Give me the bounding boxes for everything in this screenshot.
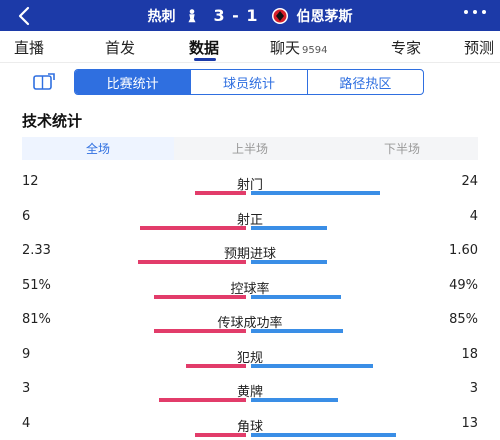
period-first-half[interactable]: 上半场 [231, 142, 268, 156]
stat-home-bar [154, 329, 246, 333]
dot-icon [464, 10, 468, 14]
tab-experts[interactable]: 专家 [391, 39, 422, 57]
stat-home-bar [159, 398, 246, 402]
stat-row: 9 犯规 18 [0, 347, 500, 377]
stat-row: 2.33 预期进球 1.60 [0, 243, 500, 273]
dot-icon [473, 10, 477, 14]
stat-home-bar [195, 433, 246, 437]
stat-home-value: 3 [22, 381, 31, 396]
pitch-view-icon[interactable] [32, 72, 56, 94]
dot-icon [482, 10, 486, 14]
stat-home-bar [154, 295, 246, 299]
section-title: 技术统计 [22, 112, 83, 130]
stat-name: 射门 [236, 178, 263, 193]
stat-away-value: 13 [461, 416, 478, 431]
stat-row: 81% 传球成功率 85% [0, 312, 500, 342]
stat-away-value: 49% [449, 278, 478, 293]
match-score: 3 - 1 [213, 6, 259, 25]
stat-away-value: 1.60 [449, 243, 478, 258]
stat-home-value: 51% [22, 278, 51, 293]
bournemouth-logo-icon[interactable] [271, 7, 289, 25]
match-header: 热刺 3 - 1 伯恩茅斯 [0, 0, 500, 31]
period-selector: 全场 上半场 下半场 [22, 137, 478, 160]
stat-away-bar [251, 398, 338, 402]
stat-name: 控球率 [230, 282, 270, 297]
stat-name: 传球成功率 [217, 316, 283, 331]
stat-home-value: 12 [22, 174, 39, 189]
stat-away-bar [251, 295, 341, 299]
stat-away-value: 85% [449, 312, 478, 327]
stat-name: 预期进球 [223, 247, 276, 262]
stat-row: 4 角球 13 [0, 416, 500, 440]
spurs-logo-icon[interactable] [183, 7, 201, 25]
stat-home-bar [195, 191, 246, 195]
more-menu-button[interactable] [464, 10, 486, 14]
stat-name: 角球 [236, 420, 263, 435]
stat-away-bar [251, 433, 396, 437]
tab-chat[interactable]: 聊天 9594 [270, 39, 328, 57]
away-team-name[interactable]: 伯恩茅斯 [296, 8, 353, 25]
chevron-left-icon [18, 6, 30, 26]
home-team-name[interactable]: 热刺 [147, 8, 176, 25]
stat-away-value: 18 [461, 347, 478, 362]
segment-heatmap[interactable]: 路径热区 [339, 76, 392, 92]
tab-prediction[interactable]: 预测 [464, 39, 495, 57]
stat-home-bar [138, 260, 246, 264]
tab-live[interactable]: 直播 [14, 39, 45, 57]
back-button[interactable] [14, 5, 36, 27]
chat-count: 9594 [302, 45, 328, 56]
segment-match-stats[interactable]: 比赛统计 [75, 70, 192, 94]
stats-segment-control: 比赛统计 球员统计 路径热区 [74, 69, 424, 95]
stat-away-value: 24 [461, 174, 478, 189]
tab-lineup[interactable]: 首发 [105, 39, 136, 57]
stat-row: 3 黄牌 3 [0, 381, 500, 411]
segment-player-stats[interactable]: 球员统计 [191, 70, 308, 94]
tab-stats[interactable]: 数据 [189, 39, 220, 57]
stat-away-bar [251, 260, 327, 264]
stat-row: 12 射门 24 [0, 174, 500, 204]
stat-home-bar [140, 226, 246, 230]
stat-home-value: 6 [22, 209, 31, 224]
stat-name: 犯规 [236, 351, 263, 366]
stat-row: 51% 控球率 49% [0, 278, 500, 308]
stat-name: 黄牌 [236, 385, 263, 400]
stat-home-value: 2.33 [22, 243, 51, 258]
stat-away-bar [251, 191, 380, 195]
stat-home-bar [186, 364, 246, 368]
period-full-match[interactable]: 全场 [22, 137, 174, 160]
main-tabs: 直播 首发 数据 聊天 9594 专家 预测 [0, 31, 500, 63]
stat-home-value: 9 [22, 347, 31, 362]
stat-home-value: 81% [22, 312, 51, 327]
stat-away-value: 3 [469, 381, 478, 396]
active-tab-indicator [194, 58, 216, 61]
stat-away-bar [251, 329, 343, 333]
stat-row: 6 射正 4 [0, 209, 500, 239]
stat-away-value: 4 [469, 209, 478, 224]
stat-away-bar [251, 364, 373, 368]
stat-away-bar [251, 226, 327, 230]
stat-name: 射正 [236, 213, 263, 228]
stat-home-value: 4 [22, 416, 31, 431]
period-second-half[interactable]: 下半场 [383, 142, 420, 156]
